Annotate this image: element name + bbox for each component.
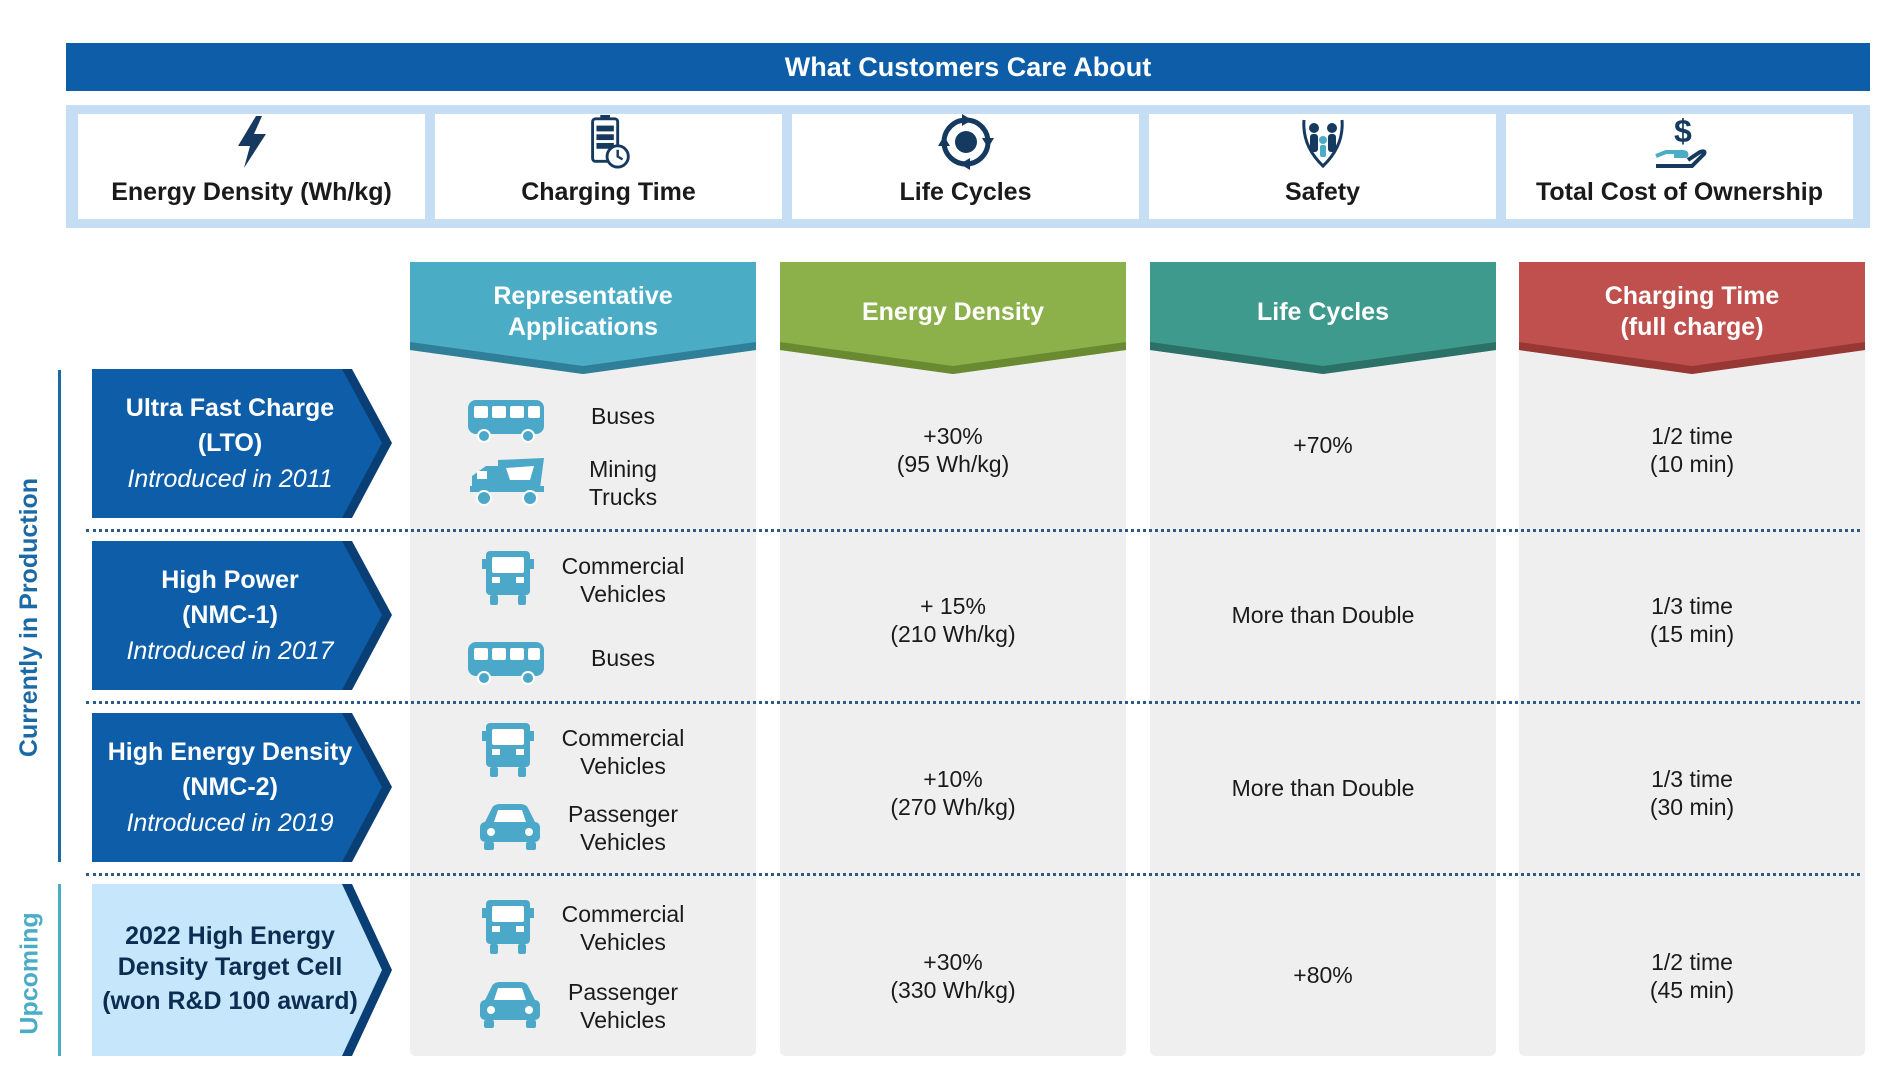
- row-tag-nmc1: High Power (NMC-1) Introduced in 2017: [92, 541, 392, 690]
- customer-care-charging-time: Charging Time: [435, 114, 782, 219]
- life-cycles-cell: +80%: [1293, 962, 1353, 988]
- column-header-line: (full charge): [1620, 313, 1764, 341]
- row-tag-subtitle: (won R&D 100 award): [102, 987, 358, 1015]
- row-separator: [86, 529, 1860, 532]
- column-bg-applications: [410, 262, 756, 1056]
- column-bg-charging-time: [1519, 262, 1865, 1056]
- commercial-truck-icon: [482, 900, 534, 954]
- energy-density-cell: +30% (95 Wh/kg): [896, 423, 1010, 477]
- commercial-truck-icon: [482, 723, 534, 777]
- customer-care-label: Charging Time: [521, 178, 696, 206]
- row-tag-subtitle: Introduced in 2017: [126, 636, 334, 665]
- row-tag-subtitle: Introduced in 2011: [127, 464, 333, 493]
- row-tag-title: Density Target Cell: [117, 953, 343, 981]
- row-tag-2022-target: 2022 High Energy Density Target Cell (wo…: [92, 884, 392, 1056]
- charging-time-cell: 1/3 time (15 min): [1649, 593, 1735, 647]
- customer-care-label: Total Cost of Ownership: [1535, 178, 1824, 206]
- charging-time-cell: 1/2 time (45 min): [1649, 949, 1735, 1003]
- energy-density-cell: +10% (270 Wh/kg): [890, 766, 1016, 820]
- customer-care-life-cycles: Life Cycles: [792, 114, 1139, 219]
- life-cycles-cell: More than Double: [1231, 602, 1415, 628]
- row-tag-title: High Energy Density: [107, 737, 353, 766]
- customer-care-label: Life Cycles: [899, 178, 1032, 206]
- row-tag-title: High Power: [161, 565, 299, 594]
- column-header-line: Energy Density: [861, 297, 1044, 326]
- customer-care-label: Safety: [1284, 178, 1361, 206]
- customer-care-label: Energy Density (Wh/kg): [111, 178, 392, 206]
- charging-time-cell: 1/3 time (30 min): [1649, 766, 1735, 820]
- row-tag-title: (NMC-1): [182, 600, 278, 629]
- energy-density-cell: +30% (330 Wh/kg): [890, 949, 1016, 1003]
- column-header-life-cycles: Life Cycles: [1150, 262, 1496, 374]
- row-tag-title: Ultra Fast Charge: [125, 393, 335, 422]
- app-label: Commercial Vehicles: [561, 725, 685, 779]
- battery-clock-icon: [590, 114, 630, 169]
- lightning-bolt-icon: [237, 116, 266, 168]
- production-bracket: [58, 370, 61, 862]
- app-label: Commercial Vehicles: [561, 553, 685, 607]
- life-cycles-cell: +70%: [1293, 432, 1353, 458]
- app-label: Passenger Vehicles: [568, 979, 678, 1033]
- svg-text:$: $: [1674, 114, 1692, 149]
- row-tag-title: (NMC-2): [182, 772, 278, 801]
- column-header-energy-density: Energy Density: [780, 262, 1126, 374]
- commercial-truck-icon: [482, 551, 534, 605]
- row-separator: [86, 701, 1860, 704]
- customer-care-total-cost: $ Total Cost of Ownership: [1506, 114, 1853, 219]
- column-header-line: Representative: [493, 282, 673, 310]
- column-bg-energy-density: [780, 262, 1126, 1056]
- banner-title: What Customers Care About: [66, 43, 1870, 91]
- family-shield-icon: [1301, 119, 1344, 169]
- row-tag-nmc2: High Energy Density (NMC-2) Introduced i…: [92, 713, 392, 862]
- app-label: Mining Trucks: [588, 456, 658, 510]
- side-label-production: Currently in Production: [15, 477, 44, 757]
- column-header-line: Applications: [507, 313, 658, 341]
- app-label: Commercial Vehicles: [561, 901, 685, 955]
- column-header-charging-time: Charging Time (full charge): [1519, 262, 1865, 374]
- app-label: Passenger Vehicles: [568, 801, 678, 855]
- column-header-line: Charging Time: [1604, 282, 1780, 310]
- column-header-line: Life Cycles: [1256, 297, 1389, 326]
- money-hand-icon: $: [1654, 114, 1706, 168]
- column-header-applications: Representative Applications: [410, 262, 756, 374]
- app-label: Buses: [591, 645, 655, 671]
- charging-time-cell: 1/2 time (10 min): [1649, 423, 1735, 477]
- life-cycles-cell: More than Double: [1231, 775, 1415, 801]
- energy-density-cell: + 15% (210 Wh/kg): [890, 593, 1016, 647]
- side-label-upcoming: Upcoming: [15, 911, 44, 1035]
- row-tag-lto: Ultra Fast Charge (LTO) Introduced in 20…: [92, 369, 392, 518]
- customer-care-energy-density: Energy Density (Wh/kg): [78, 114, 425, 219]
- column-bg-life-cycles: [1150, 262, 1496, 1056]
- upcoming-bracket: [58, 884, 61, 1056]
- row-separator: [86, 873, 1860, 876]
- row-tag-subtitle: Introduced in 2019: [126, 808, 334, 837]
- row-tag-title: (LTO): [197, 428, 263, 457]
- row-tag-title: 2022 High Energy: [125, 922, 335, 950]
- cycle-arrows-icon: [937, 114, 994, 170]
- customer-care-safety: Safety: [1149, 114, 1496, 219]
- app-label: Buses: [591, 403, 655, 429]
